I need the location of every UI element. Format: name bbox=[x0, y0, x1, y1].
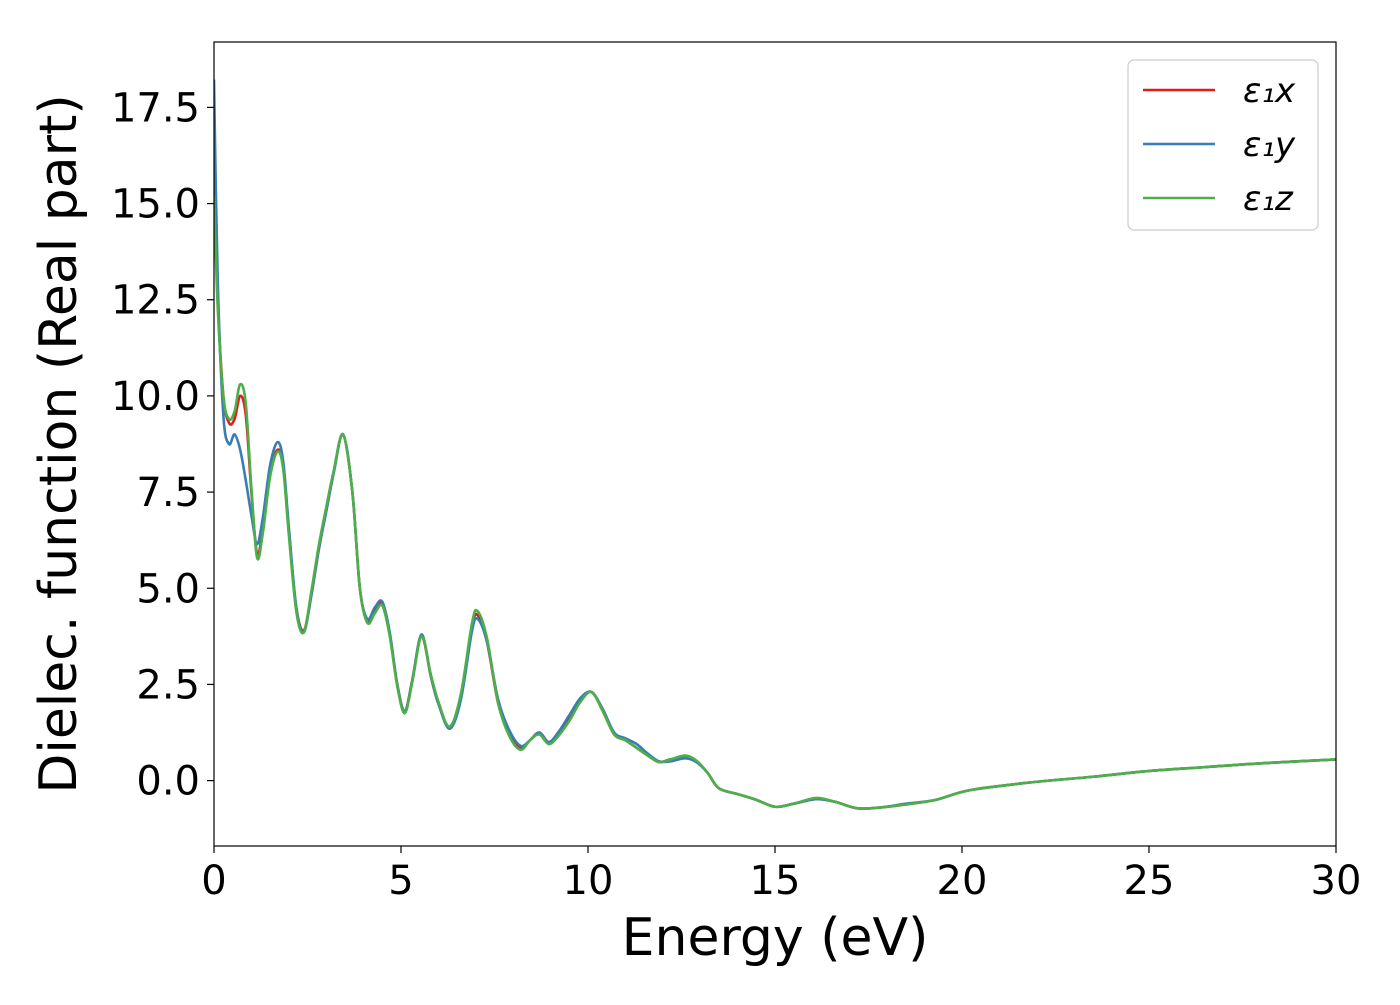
legend-label: ε₁x bbox=[1243, 71, 1296, 111]
y-axis: 0.0 2.5 5.0 7.5 10.0 12.5 15.0 17.5 bbox=[111, 85, 214, 805]
y-tick-label: 17.5 bbox=[111, 85, 200, 131]
series-line-z bbox=[214, 194, 1336, 810]
x-axis: 0 5 10 15 20 25 30 bbox=[201, 846, 1361, 904]
y-tick-label: 0.0 bbox=[136, 759, 200, 805]
y-tick-label: 12.5 bbox=[111, 278, 200, 324]
y-tick-label: 5.0 bbox=[136, 566, 200, 612]
y-axis-title: Dielec. function (Real part) bbox=[29, 94, 89, 793]
y-tick-label: 15.0 bbox=[111, 182, 200, 228]
x-tick-label: 10 bbox=[563, 858, 614, 904]
legend: ε₁x ε₁y ε₁z bbox=[1127, 59, 1319, 231]
y-tick-label: 10.0 bbox=[111, 374, 200, 420]
x-tick-label: 25 bbox=[1124, 858, 1175, 904]
x-axis-title: Energy (eV) bbox=[622, 908, 929, 968]
legend-label: ε₁y bbox=[1243, 125, 1296, 165]
x-tick-label: 30 bbox=[1311, 858, 1362, 904]
series-layer bbox=[214, 79, 1336, 810]
x-tick-label: 0 bbox=[201, 858, 226, 904]
y-tick-label: 7.5 bbox=[136, 470, 200, 516]
legend-box bbox=[1127, 59, 1319, 231]
x-tick-label: 20 bbox=[937, 858, 988, 904]
legend-label: ε₁z bbox=[1243, 179, 1294, 219]
legend-entries: ε₁x ε₁y ε₁z bbox=[1143, 71, 1296, 219]
x-tick-label: 15 bbox=[750, 858, 801, 904]
x-tick-label: 5 bbox=[388, 858, 413, 904]
y-tick-label: 2.5 bbox=[136, 662, 200, 708]
